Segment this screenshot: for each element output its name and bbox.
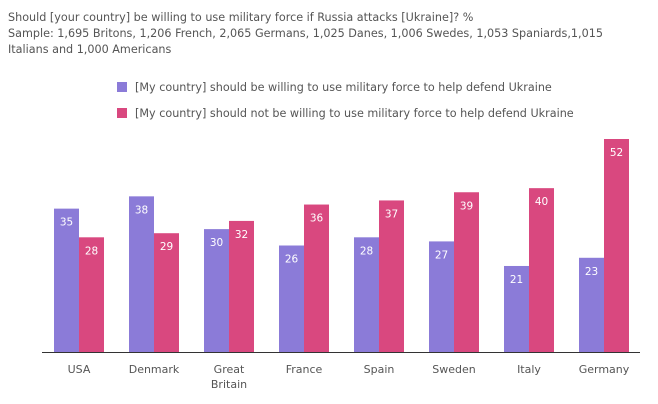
data-label-7-series-1: 52 bbox=[610, 147, 623, 159]
legend-item-willing: [My country] should be willing to use mi… bbox=[117, 74, 574, 100]
bar-2-series-1 bbox=[229, 220, 254, 352]
bar-0-series-1 bbox=[79, 237, 104, 352]
data-label-5-series-1: 39 bbox=[460, 200, 473, 212]
legend-label-not-willing: [My country] should not be willing to us… bbox=[135, 106, 574, 120]
chart-legend: [My country] should be willing to use mi… bbox=[117, 74, 574, 126]
x-tick-label-3: France bbox=[286, 363, 323, 376]
sample-note-line-2: Italians and 1,000 Americans bbox=[8, 43, 172, 56]
data-label-4-series-1: 37 bbox=[385, 208, 398, 220]
bar-7-series-1 bbox=[604, 139, 629, 352]
bar-7-series-0 bbox=[579, 257, 604, 352]
bar-1-series-0 bbox=[129, 196, 154, 352]
bar-5-series-0 bbox=[429, 241, 454, 352]
x-tick-label-6: Italy bbox=[517, 363, 541, 376]
data-label-0-series-1: 28 bbox=[85, 245, 98, 257]
data-label-2-series-0: 30 bbox=[210, 237, 223, 249]
bar-3-series-1 bbox=[304, 204, 329, 352]
bar-0-series-0 bbox=[54, 208, 79, 352]
bar-1-series-1 bbox=[154, 233, 179, 352]
bar-4-series-0 bbox=[354, 237, 379, 352]
legend-item-not-willing: [My country] should not be willing to us… bbox=[117, 100, 574, 126]
bar-5-series-1 bbox=[454, 192, 479, 352]
data-label-6-series-1: 40 bbox=[535, 196, 548, 208]
bar-4-series-1 bbox=[379, 200, 404, 352]
x-tick-label-7: Germany bbox=[579, 363, 630, 376]
data-label-1-series-0: 38 bbox=[135, 204, 148, 216]
x-tick-label-0: USA bbox=[68, 363, 91, 376]
data-label-2-series-1: 32 bbox=[235, 229, 248, 241]
bar-2-series-0 bbox=[204, 229, 229, 352]
data-label-3-series-0: 26 bbox=[285, 254, 299, 266]
bar-3-series-0 bbox=[279, 245, 304, 352]
data-label-6-series-0: 21 bbox=[510, 274, 523, 286]
x-tick-label-5: Sweden bbox=[432, 363, 475, 376]
data-label-0-series-0: 35 bbox=[60, 217, 73, 229]
x-tick-label-4: Spain bbox=[364, 363, 395, 376]
data-label-7-series-0: 23 bbox=[585, 266, 598, 278]
x-tick-label-2: Great Britain bbox=[211, 363, 247, 391]
data-label-5-series-0: 27 bbox=[435, 249, 448, 261]
legend-label-willing: [My country] should be willing to use mi… bbox=[135, 80, 552, 94]
chart-header: Should [your country] be willing to use … bbox=[8, 10, 648, 58]
data-label-4-series-0: 28 bbox=[360, 245, 373, 257]
bar-6-series-0 bbox=[504, 265, 529, 352]
bar-6-series-1 bbox=[529, 188, 554, 352]
data-label-1-series-1: 29 bbox=[160, 241, 173, 253]
sample-note-line-1: Sample: 1,695 Britons, 1,206 French, 2,0… bbox=[8, 27, 603, 40]
x-tick-label-1: Denmark bbox=[129, 363, 180, 376]
legend-swatch-willing bbox=[117, 82, 127, 92]
data-label-3-series-1: 36 bbox=[310, 213, 324, 225]
chart-title: Should [your country] be willing to use … bbox=[8, 11, 474, 24]
legend-swatch-not-willing bbox=[117, 108, 127, 118]
